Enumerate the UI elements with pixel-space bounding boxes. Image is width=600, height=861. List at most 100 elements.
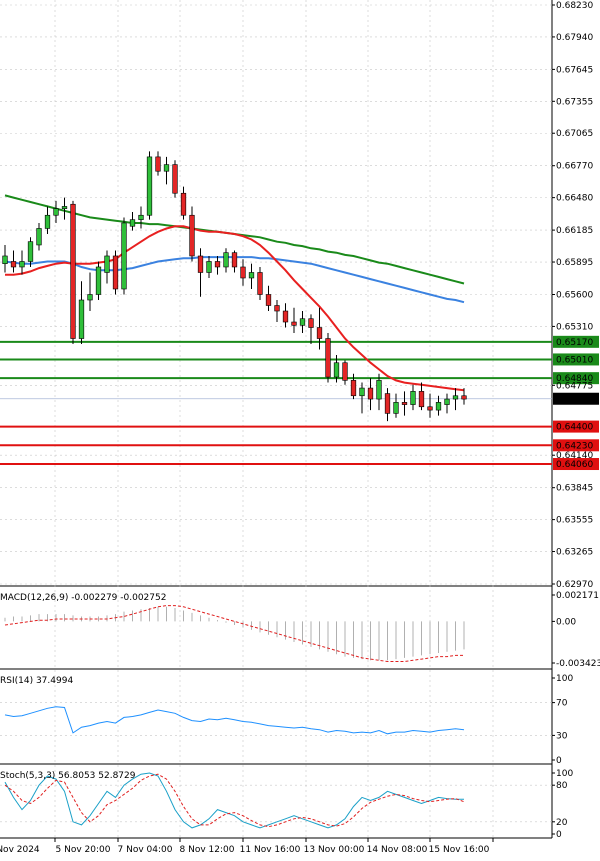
time-tick-label: 13 Nov 00:00 bbox=[304, 845, 365, 855]
candle bbox=[112, 250, 119, 295]
candle bbox=[240, 259, 246, 286]
price-tick-label: 0.68230 bbox=[556, 1, 593, 11]
price-tick-label: 0.63265 bbox=[556, 548, 593, 558]
support-level-label: 0.64230 bbox=[556, 441, 593, 451]
candle bbox=[265, 285, 272, 312]
candle-body-bear bbox=[265, 294, 272, 306]
candle bbox=[104, 250, 110, 284]
candle-body-bear bbox=[427, 406, 433, 411]
time-tick-label: Nov 2024 bbox=[0, 845, 40, 855]
candle-body-bear bbox=[291, 321, 297, 326]
candle-body-bear bbox=[350, 380, 357, 397]
macd-label: MACD(12,26,9) -0.002279 -0.002752 bbox=[0, 593, 166, 603]
resistance-level-label: 0.64840 bbox=[556, 374, 593, 384]
candle bbox=[316, 307, 323, 350]
price-tick-label: 0.64140 bbox=[556, 451, 593, 461]
candle bbox=[10, 250, 17, 273]
candle-body-bull bbox=[359, 387, 365, 397]
current-price-label: 0.64653 bbox=[556, 395, 593, 405]
candle bbox=[36, 222, 42, 251]
candle-body-bear bbox=[155, 156, 161, 172]
price-tick-label: 0.64775 bbox=[556, 381, 593, 391]
stoch-k-line bbox=[4, 772, 464, 829]
candle bbox=[376, 373, 382, 411]
candle bbox=[19, 250, 25, 275]
candle bbox=[291, 307, 297, 334]
candle bbox=[53, 200, 59, 223]
candle-body-bear bbox=[70, 203, 76, 339]
candle bbox=[257, 266, 263, 301]
candle bbox=[172, 160, 178, 198]
candle bbox=[121, 217, 127, 295]
price-tick-label: 0.62970 bbox=[556, 580, 593, 590]
candle-body-bull bbox=[53, 208, 59, 216]
rsi-tick-label: 0 bbox=[556, 756, 562, 766]
candle-body-bear bbox=[282, 310, 289, 323]
candle bbox=[44, 206, 51, 234]
time-tick-label: 15 Nov 16:00 bbox=[429, 845, 490, 855]
resistance-level-label-box bbox=[553, 335, 599, 348]
support-resistance-levels: 0.65170 0.65010 0.64840 0.64400 0.64230 0.640… bbox=[0, 335, 599, 471]
candle bbox=[359, 382, 365, 414]
candle bbox=[163, 156, 170, 185]
candlesticks bbox=[2, 151, 467, 422]
ma-red-line bbox=[5, 225, 465, 392]
support-level-label-box bbox=[553, 458, 599, 471]
candle bbox=[342, 360, 348, 385]
price-tick-label: 0.66480 bbox=[556, 194, 593, 204]
candle-body-bull bbox=[2, 255, 8, 264]
candle-body-bull bbox=[435, 402, 442, 411]
candle bbox=[95, 261, 102, 301]
candle bbox=[180, 186, 187, 220]
candle bbox=[2, 244, 8, 273]
macd-tick-label: -0.003423 bbox=[556, 659, 600, 669]
candle-body-bull bbox=[44, 214, 51, 229]
candle bbox=[452, 388, 459, 411]
candle bbox=[214, 255, 221, 275]
candle-body-bear bbox=[401, 402, 408, 405]
candle bbox=[155, 151, 161, 176]
candle bbox=[138, 206, 144, 229]
macd-tick-label: 0.00 bbox=[556, 617, 576, 627]
candle bbox=[393, 393, 399, 418]
candle bbox=[87, 272, 93, 312]
candle bbox=[401, 391, 408, 416]
price-tick-label: 0.65310 bbox=[556, 322, 593, 332]
candle bbox=[27, 237, 34, 267]
candle-body-bear bbox=[461, 395, 467, 400]
candle-body-bull bbox=[87, 294, 93, 301]
candle bbox=[325, 333, 331, 383]
candle-body-bull bbox=[61, 206, 68, 209]
price-axis: 0.68230 0.67940 0.67645 0.67355 0.67065 0.667… bbox=[552, 1, 600, 840]
candle-body-bull bbox=[393, 402, 399, 414]
support-level-label: 0.64060 bbox=[556, 460, 593, 470]
candle-body-bear bbox=[231, 252, 238, 268]
rsi-tick-label: 100 bbox=[556, 674, 573, 684]
candle-body-bear bbox=[189, 214, 195, 257]
candle-body-bull bbox=[36, 228, 42, 246]
candle-body-bear bbox=[172, 164, 178, 194]
time-tick-label: 5 Nov 20:00 bbox=[56, 845, 111, 855]
candle bbox=[146, 151, 153, 220]
resistance-level-label-box bbox=[553, 353, 599, 366]
time-tick-label: 7 Nov 04:00 bbox=[118, 845, 173, 855]
candle-body-bull bbox=[444, 398, 450, 405]
candle bbox=[129, 211, 136, 231]
support-level-label: 0.64400 bbox=[556, 423, 593, 433]
candle-body-bear bbox=[308, 318, 314, 328]
candle-body-bear bbox=[367, 387, 374, 400]
candle-body-bear bbox=[274, 305, 280, 312]
candle-body-bear bbox=[180, 192, 187, 216]
candle bbox=[248, 263, 255, 289]
candle-body-bull bbox=[376, 380, 382, 400]
candle bbox=[418, 382, 425, 411]
candle-body-bull bbox=[299, 318, 306, 326]
candle-body-bull bbox=[104, 255, 110, 273]
candle bbox=[435, 395, 442, 416]
candle-body-bear bbox=[240, 266, 246, 279]
candle-body-bull bbox=[121, 222, 127, 290]
candle-body-bull bbox=[206, 261, 212, 273]
candle-body-bear bbox=[10, 261, 17, 268]
macd-signal-line bbox=[4, 605, 464, 662]
